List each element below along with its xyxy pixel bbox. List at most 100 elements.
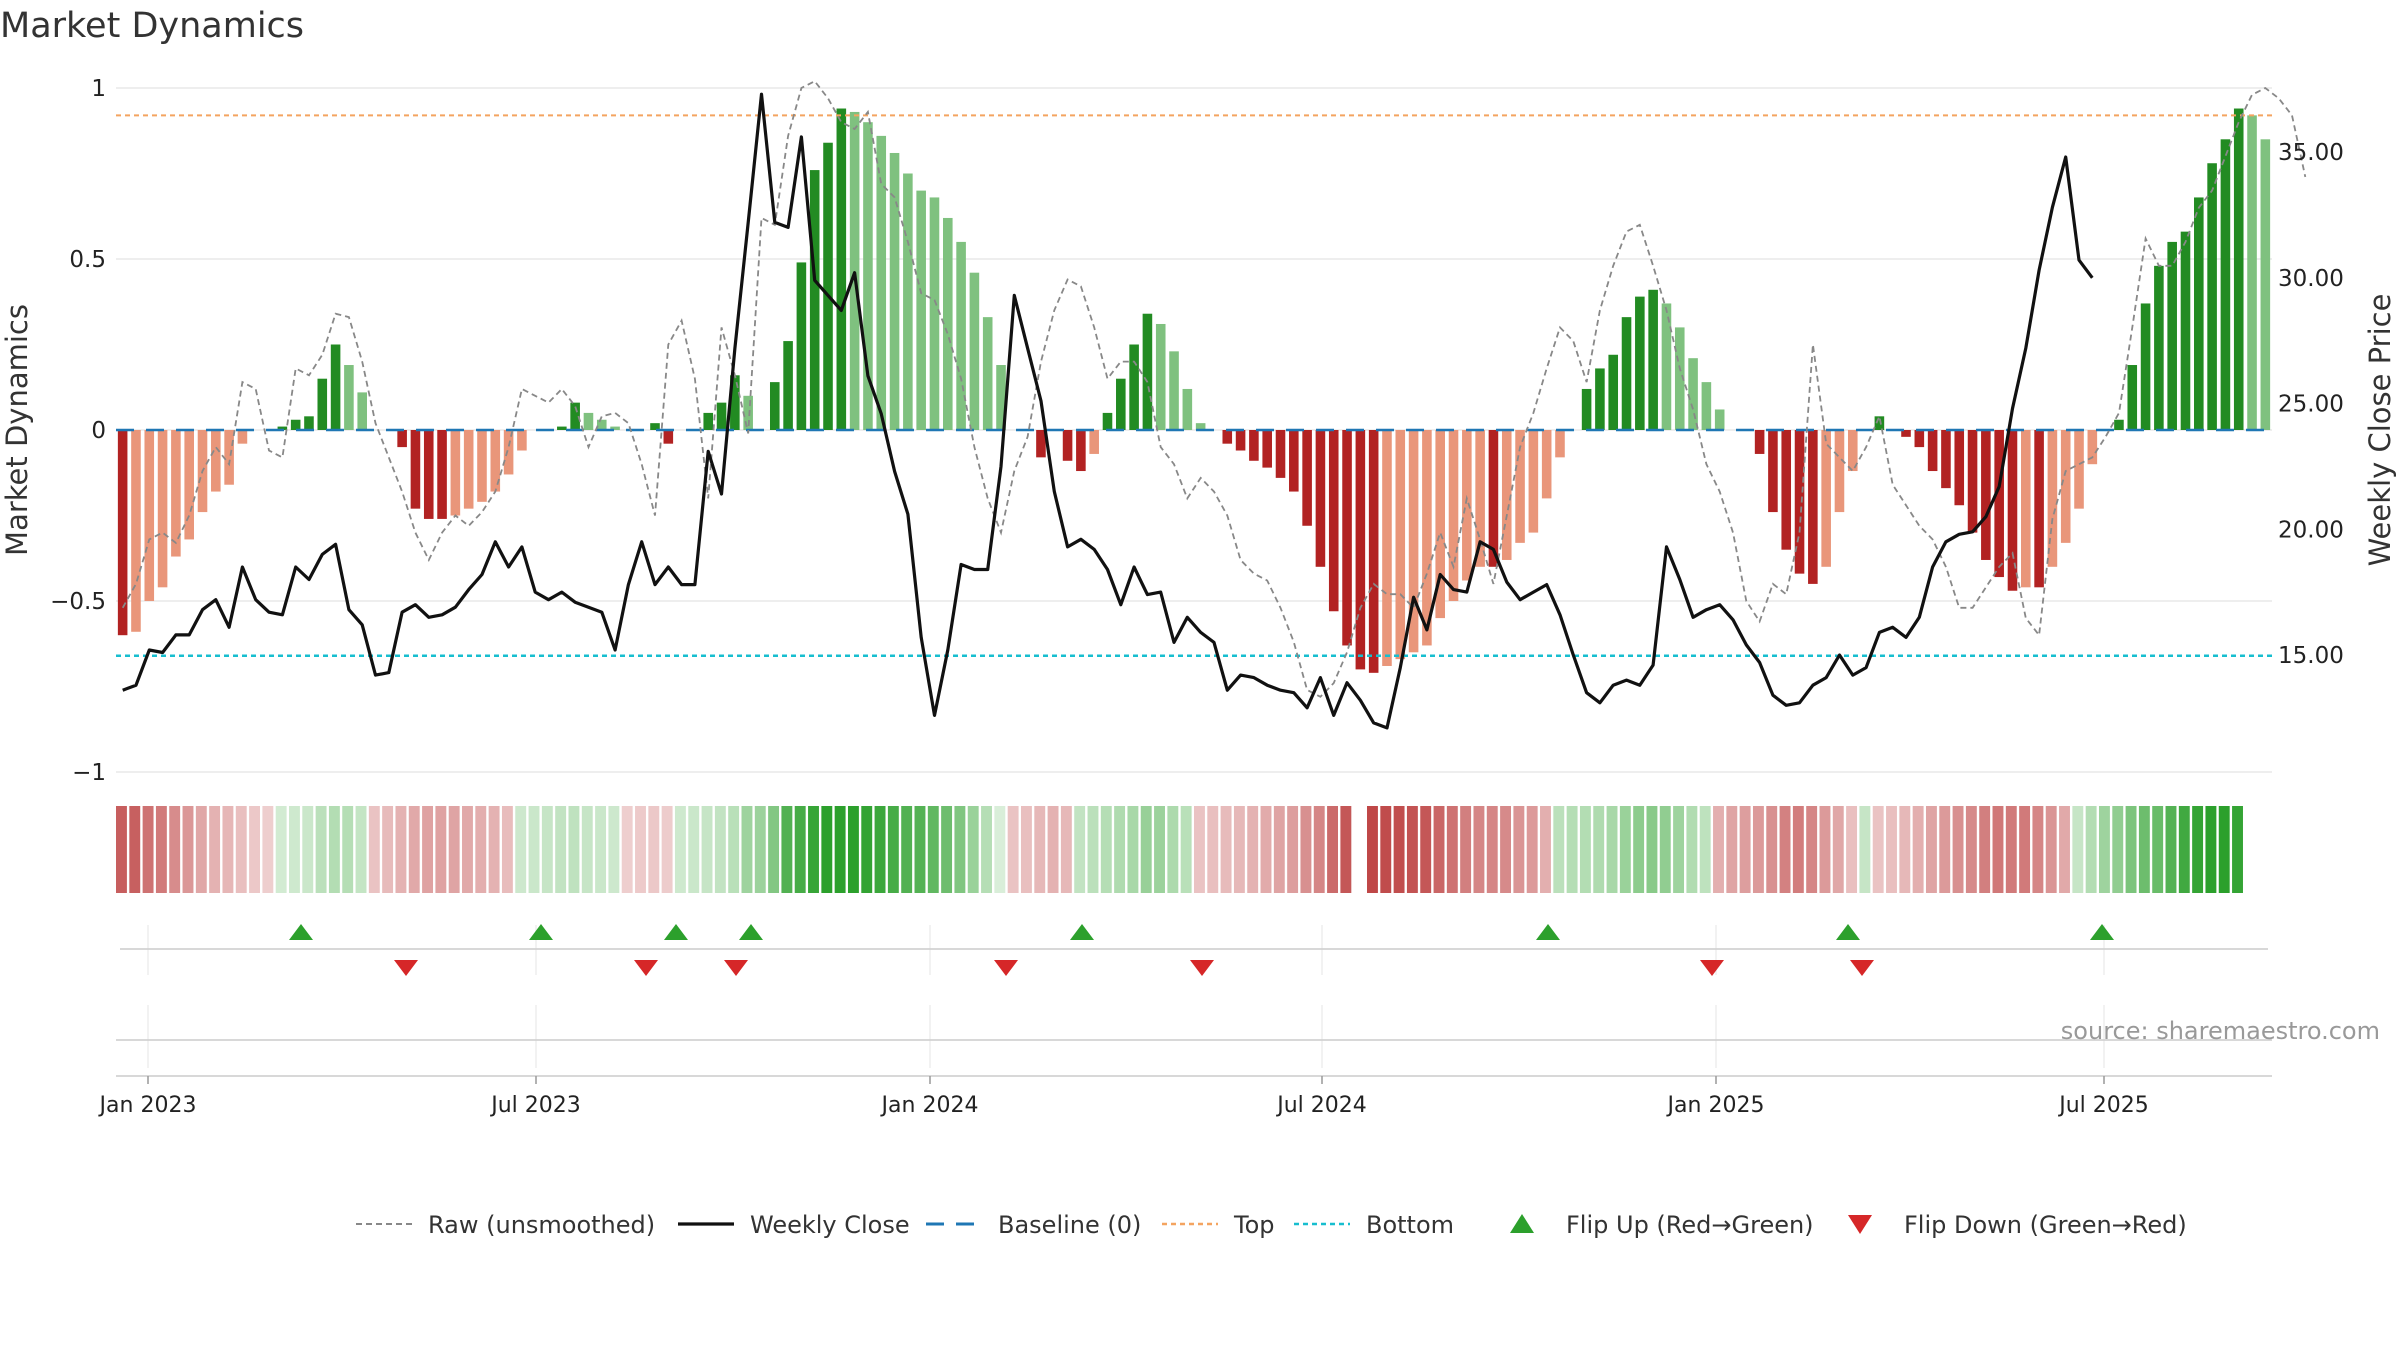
regime-cell bbox=[1047, 806, 1059, 893]
regime-cell bbox=[1806, 806, 1818, 893]
regime-cell bbox=[1300, 806, 1312, 893]
flip-up-marker bbox=[289, 924, 313, 940]
momentum-bar bbox=[1648, 289, 1658, 430]
regime-cell bbox=[1180, 806, 1192, 893]
regime-cell bbox=[714, 806, 726, 893]
y2-tick-label: 30.00 bbox=[2278, 266, 2344, 292]
momentum-bar bbox=[903, 173, 913, 430]
regime-cell bbox=[754, 806, 766, 893]
regime-cell bbox=[1220, 806, 1232, 893]
momentum-bar bbox=[1275, 430, 1286, 478]
regime-cell bbox=[901, 806, 913, 893]
momentum-bar bbox=[1768, 430, 1778, 513]
regime-cell bbox=[408, 806, 420, 893]
legend-label: Bottom bbox=[1366, 1211, 1454, 1239]
regime-cell bbox=[1819, 806, 1831, 893]
momentum-bar bbox=[836, 108, 847, 431]
momentum-bar bbox=[1927, 430, 1938, 472]
momentum-bar bbox=[1408, 430, 1419, 653]
regime-cell bbox=[1260, 806, 1272, 893]
raw-series-line bbox=[121, 80, 2307, 698]
regime-cell bbox=[355, 806, 367, 893]
momentum-bar bbox=[1328, 430, 1339, 612]
momentum-bar bbox=[1595, 368, 1605, 430]
source-note: source: sharemaestro.com bbox=[2061, 1017, 2380, 1045]
regime-cell bbox=[887, 806, 899, 893]
regime-cell bbox=[1273, 806, 1285, 893]
regime-cell bbox=[116, 806, 127, 893]
y-tick-label: −1 bbox=[72, 760, 106, 786]
momentum-bar bbox=[1635, 296, 1645, 430]
regime-cell bbox=[1633, 806, 1645, 893]
regime-cell bbox=[382, 806, 394, 893]
regime-cell bbox=[1673, 806, 1685, 893]
regime-cell bbox=[1020, 806, 1032, 893]
y-axis-label: Market Dynamics bbox=[0, 304, 34, 556]
regime-cell bbox=[1659, 806, 1671, 893]
regime-cell bbox=[1233, 806, 1245, 893]
regime-cell bbox=[222, 806, 234, 893]
regime-cell bbox=[1194, 806, 1205, 893]
regime-cell bbox=[448, 806, 460, 893]
momentum-bar bbox=[2114, 419, 2124, 430]
momentum-bar bbox=[437, 430, 447, 519]
momentum-bar bbox=[929, 197, 940, 430]
momentum-bar bbox=[1621, 317, 1632, 430]
regime-cell bbox=[1393, 806, 1405, 893]
momentum-bar bbox=[1315, 430, 1326, 567]
regime-cell bbox=[1579, 806, 1591, 893]
regime-cell bbox=[302, 806, 314, 893]
flip-down-marker bbox=[1700, 960, 1724, 976]
momentum-bar bbox=[1847, 430, 1858, 472]
legend-label: Flip Up (Red→Green) bbox=[1566, 1211, 1814, 1239]
momentum-bar bbox=[610, 426, 620, 430]
momentum-bar bbox=[1941, 430, 1951, 489]
y2-axis-label: Weekly Close Price bbox=[2363, 294, 2397, 567]
momentum-bar bbox=[956, 241, 966, 430]
y2-tick-label: 25.00 bbox=[2278, 392, 2344, 418]
regime-cell bbox=[1992, 806, 2004, 893]
momentum-bar bbox=[716, 402, 727, 430]
momentum-bar bbox=[1382, 430, 1392, 666]
regime-cell bbox=[568, 806, 580, 893]
regime-cell bbox=[1380, 806, 1392, 893]
regime-cell bbox=[2125, 806, 2137, 893]
momentum-bar bbox=[1608, 354, 1619, 430]
regime-cell bbox=[1766, 806, 1778, 893]
regime-cell bbox=[781, 806, 793, 893]
regime-cell bbox=[941, 806, 953, 893]
regime-cell bbox=[1473, 806, 1485, 893]
regime-cell bbox=[688, 806, 700, 893]
regime-cell bbox=[1406, 806, 1418, 893]
regime-cell bbox=[1739, 806, 1751, 893]
regime-cell bbox=[608, 806, 620, 893]
momentum-bar bbox=[876, 135, 887, 430]
momentum-bar bbox=[1195, 423, 1206, 430]
regime-cell bbox=[1593, 806, 1605, 893]
momentum-bar bbox=[2140, 303, 2151, 430]
regime-cell bbox=[2005, 806, 2017, 893]
momentum-bar bbox=[849, 111, 860, 430]
momentum-bar bbox=[982, 317, 993, 430]
momentum-bar bbox=[503, 430, 514, 475]
legend-label: Flip Down (Green→Red) bbox=[1904, 1211, 2187, 1239]
momentum-bar bbox=[2220, 139, 2231, 431]
momentum-bar bbox=[1102, 412, 1113, 430]
regime-cell bbox=[621, 806, 633, 893]
regime-cell bbox=[488, 806, 500, 893]
momentum-bar bbox=[2087, 430, 2098, 465]
momentum-bar bbox=[211, 430, 221, 492]
momentum-bar bbox=[2154, 265, 2164, 430]
regime-cell bbox=[1965, 806, 1977, 893]
flip-up-marker bbox=[1836, 924, 1860, 940]
momentum-bar bbox=[2007, 430, 2018, 591]
momentum-bar bbox=[1129, 344, 1139, 430]
x-tick-label: Jan 2025 bbox=[1666, 1093, 1765, 1118]
momentum-bar bbox=[1954, 430, 1965, 506]
legend-label: Raw (unsmoothed) bbox=[428, 1211, 655, 1239]
flip-up-marker bbox=[1070, 924, 1094, 940]
momentum-bar bbox=[144, 430, 155, 601]
x-tick-label: Jan 2024 bbox=[880, 1093, 979, 1118]
momentum-bar bbox=[2180, 231, 2191, 430]
